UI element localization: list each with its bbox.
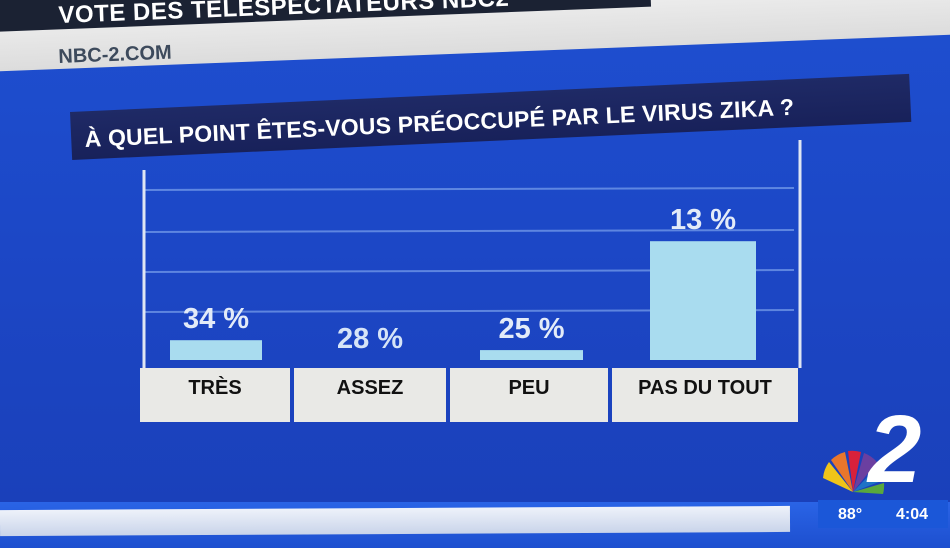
bar-3 xyxy=(650,241,756,360)
bar-2 xyxy=(480,350,583,360)
channel-logo-number: 2 xyxy=(868,396,922,503)
category-box-3 xyxy=(612,368,798,422)
status-box xyxy=(818,500,948,528)
peacock-logo-icon xyxy=(823,450,885,494)
data-label-0: 34 % xyxy=(183,303,249,335)
gridline-0 xyxy=(143,187,795,191)
x-tick-label-0: TRÈS xyxy=(188,376,241,399)
gridline-1 xyxy=(143,229,795,233)
data-label-1: 28 % xyxy=(337,323,403,355)
x-tick-label-3: PAS DU TOUT xyxy=(638,377,772,399)
data-label-3: 13 % xyxy=(670,204,736,236)
data-label-2: 25 % xyxy=(498,313,564,345)
temperature: 88° xyxy=(838,506,863,523)
x-tick-label-2: PEU xyxy=(508,377,549,399)
category-box-0 xyxy=(140,368,290,422)
clock: 4:04 xyxy=(896,506,929,523)
bar-0 xyxy=(170,340,262,360)
category-box-2 xyxy=(450,368,608,422)
category-box-1 xyxy=(294,368,446,422)
x-tick-label-1: ASSEZ xyxy=(337,377,404,399)
bottom-ticker xyxy=(0,505,791,537)
